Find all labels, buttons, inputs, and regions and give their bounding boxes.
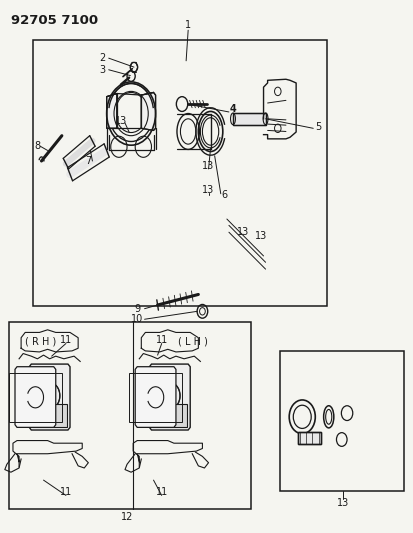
Text: 11: 11 xyxy=(60,335,72,345)
Text: 13: 13 xyxy=(115,116,127,126)
Polygon shape xyxy=(32,403,67,427)
Text: 1: 1 xyxy=(185,20,191,30)
Bar xyxy=(233,113,266,125)
Text: 4: 4 xyxy=(230,104,236,114)
Text: ( R H ): ( R H ) xyxy=(25,336,57,346)
Polygon shape xyxy=(107,93,117,128)
Bar xyxy=(280,351,404,491)
Text: 3: 3 xyxy=(100,65,106,75)
Bar xyxy=(298,432,320,443)
Text: 13: 13 xyxy=(337,498,349,508)
Text: 13: 13 xyxy=(202,185,215,195)
Text: 10: 10 xyxy=(131,314,143,324)
Polygon shape xyxy=(135,367,176,427)
Bar xyxy=(233,113,266,125)
Bar xyxy=(33,39,327,306)
Polygon shape xyxy=(29,364,70,430)
Text: 11: 11 xyxy=(60,487,72,497)
Text: 11: 11 xyxy=(156,487,168,497)
Text: 5: 5 xyxy=(316,122,322,132)
Text: 2: 2 xyxy=(100,53,106,63)
Text: 9: 9 xyxy=(134,304,140,314)
Bar xyxy=(298,432,320,443)
Text: 7: 7 xyxy=(85,156,91,166)
Text: 12: 12 xyxy=(121,512,133,522)
Text: 13: 13 xyxy=(255,231,268,241)
Bar xyxy=(9,322,252,509)
Text: 6: 6 xyxy=(222,190,228,200)
Polygon shape xyxy=(152,403,188,427)
Polygon shape xyxy=(141,92,156,131)
Polygon shape xyxy=(15,367,56,427)
Text: 13: 13 xyxy=(237,227,249,237)
Text: 11: 11 xyxy=(156,335,168,345)
Polygon shape xyxy=(150,364,190,430)
Text: 13: 13 xyxy=(202,161,215,171)
Text: 8: 8 xyxy=(34,141,40,151)
Text: ( L H ): ( L H ) xyxy=(178,336,208,346)
Text: 92705 7100: 92705 7100 xyxy=(11,14,98,27)
